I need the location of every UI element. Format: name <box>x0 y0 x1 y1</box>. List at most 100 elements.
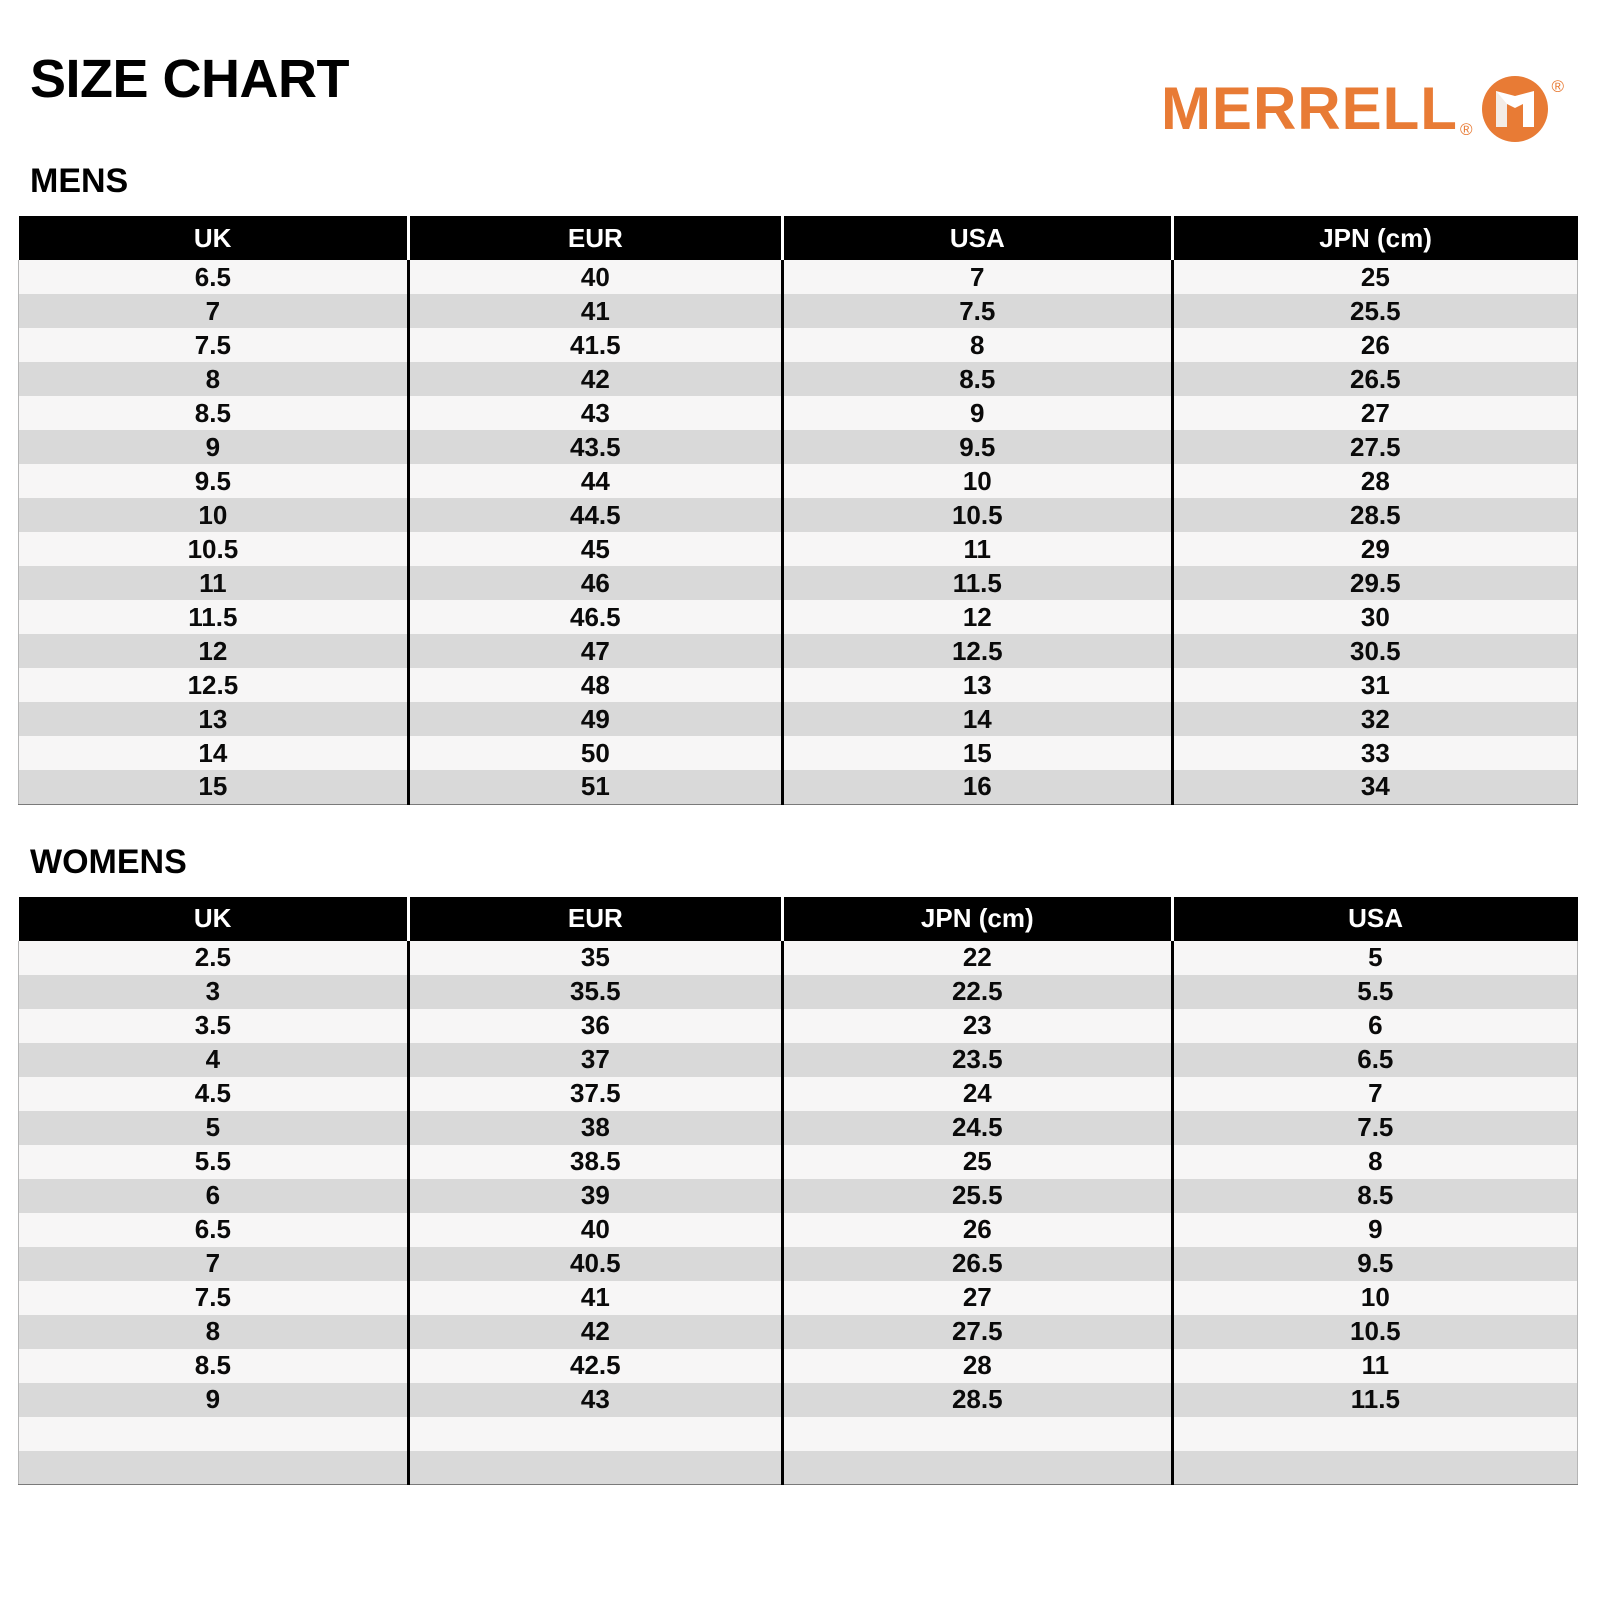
table-cell: 10 <box>18 498 410 532</box>
table-cell: 37 <box>406 1042 784 1077</box>
table-row: 8.5 43 9 27 <box>18 396 1579 430</box>
table-cell: 8.5 <box>1170 1178 1579 1213</box>
table-cell: 44 <box>406 464 784 498</box>
table-row: 9 43 28.5 11.5 <box>18 1382 1579 1417</box>
section-label-womens: WOMENS <box>30 842 187 881</box>
table-cell: 10.5 <box>1170 1314 1579 1349</box>
table-cell: 25 <box>1170 260 1579 294</box>
table-cell: 41 <box>406 1280 784 1315</box>
table-cell: 26 <box>780 1212 1174 1247</box>
table-cell: 51 <box>406 770 784 805</box>
merrell-logo: MERRELL ® ® <box>1161 74 1564 144</box>
table-cell: 7.5 <box>18 1280 410 1315</box>
table-cell: 43.5 <box>406 430 784 464</box>
table-cell: 47 <box>406 634 784 668</box>
table-cell: 10 <box>780 464 1174 498</box>
merrell-m-monogram-icon <box>1482 76 1549 142</box>
table-cell: 27.5 <box>1170 430 1579 464</box>
table-cell: 5 <box>18 1110 410 1145</box>
table-cell: 42.5 <box>406 1348 784 1383</box>
table-row: 7 41 7.5 25.5 <box>18 294 1579 328</box>
table-cell: 6.5 <box>18 1212 410 1247</box>
table-cell: 41.5 <box>406 328 784 362</box>
table-cell: 3.5 <box>18 1008 410 1043</box>
table-cell: 8.5 <box>18 1348 410 1383</box>
table-cell: 6 <box>18 1178 410 1213</box>
table-cell: 40 <box>406 260 784 294</box>
table-cell: 5 <box>1170 940 1579 975</box>
table-cell: 27 <box>780 1280 1174 1315</box>
table-cell: 3 <box>18 974 410 1009</box>
womens-size-table: UK EUR JPN (cm) USA 2.5 35 22 5 3 35.5 22.5 5.5… <box>18 896 1579 1485</box>
table-cell: 43 <box>406 1382 784 1417</box>
table-cell: 28.5 <box>1170 498 1579 532</box>
column-header-uk: UK <box>18 216 410 260</box>
table-cell: 11 <box>780 532 1174 566</box>
table-row: 3 35.5 22.5 5.5 <box>18 974 1579 1009</box>
table-row: 7.5 41.5 8 26 <box>18 328 1579 362</box>
table-row: 6.5 40 26 9 <box>18 1212 1579 1247</box>
table-cell: 43 <box>406 396 784 430</box>
table-cell: 9 <box>1170 1212 1579 1247</box>
table-cell <box>18 1450 410 1485</box>
table-cell: 50 <box>406 736 784 770</box>
table-cell: 12.5 <box>18 668 410 702</box>
table-row: 3.5 36 23 6 <box>18 1008 1579 1043</box>
table-row: 11 46 11.5 29.5 <box>18 566 1579 600</box>
table-row: 4.5 37.5 24 7 <box>18 1076 1579 1111</box>
table-cell: 28 <box>1170 464 1579 498</box>
table-row: 15 51 16 34 <box>18 770 1579 805</box>
table-cell: 10.5 <box>18 532 410 566</box>
table-row: 8 42 27.5 10.5 <box>18 1314 1579 1349</box>
table-cell: 7 <box>18 1246 410 1281</box>
table-cell: 7.5 <box>1170 1110 1579 1145</box>
column-header-eur: EUR <box>406 216 784 260</box>
table-row: 8 42 8.5 26.5 <box>18 362 1579 396</box>
table-cell: 46.5 <box>406 600 784 634</box>
table-cell: 9 <box>18 1382 410 1417</box>
table-row: 5.5 38.5 25 8 <box>18 1144 1579 1179</box>
table-cell: 9 <box>18 430 410 464</box>
column-header-eur: EUR <box>406 896 784 941</box>
table-cell: 37.5 <box>406 1076 784 1111</box>
table-cell: 16 <box>780 770 1174 805</box>
table-cell: 9.5 <box>18 464 410 498</box>
table-row: 7.5 41 27 10 <box>18 1280 1579 1315</box>
table-cell <box>406 1450 784 1485</box>
table-cell: 24.5 <box>780 1110 1174 1145</box>
table-cell: 8 <box>1170 1144 1579 1179</box>
table-cell: 25.5 <box>1170 294 1579 328</box>
table-cell: 2.5 <box>18 940 410 975</box>
table-cell: 8.5 <box>18 396 410 430</box>
table-cell: 44.5 <box>406 498 784 532</box>
table-cell: 29 <box>1170 532 1579 566</box>
table-cell: 31 <box>1170 668 1579 702</box>
table-cell: 25.5 <box>780 1178 1174 1213</box>
registered-trademark-superscript-icon: ® <box>1551 77 1564 96</box>
table-cell: 8 <box>780 328 1174 362</box>
column-header-jpn: JPN (cm) <box>1170 216 1578 260</box>
table-row: 10 44.5 10.5 28.5 <box>18 498 1579 532</box>
table-cell: 42 <box>406 1314 784 1349</box>
table-cell: 40 <box>406 1212 784 1247</box>
table-cell: 11.5 <box>780 566 1174 600</box>
column-header-usa: USA <box>1170 896 1578 941</box>
column-header-jpn: JPN (cm) <box>780 896 1174 941</box>
table-row: 9.5 44 10 28 <box>18 464 1579 498</box>
table-cell <box>1170 1416 1579 1451</box>
table-cell: 11 <box>18 566 410 600</box>
table-row <box>18 1416 1579 1451</box>
table-row: 10.5 45 11 29 <box>18 532 1579 566</box>
table-cell: 22.5 <box>780 974 1174 1009</box>
table-cell: 28 <box>780 1348 1174 1383</box>
table-cell: 34 <box>1170 770 1579 805</box>
table-cell: 32 <box>1170 702 1579 736</box>
table-cell: 35.5 <box>406 974 784 1009</box>
table-cell: 5.5 <box>1170 974 1579 1009</box>
table-cell: 29.5 <box>1170 566 1579 600</box>
table-cell: 4 <box>18 1042 410 1077</box>
table-row: 12.5 48 13 31 <box>18 668 1579 702</box>
table-cell: 12 <box>18 634 410 668</box>
table-cell: 7.5 <box>18 328 410 362</box>
table-cell: 9 <box>780 396 1174 430</box>
